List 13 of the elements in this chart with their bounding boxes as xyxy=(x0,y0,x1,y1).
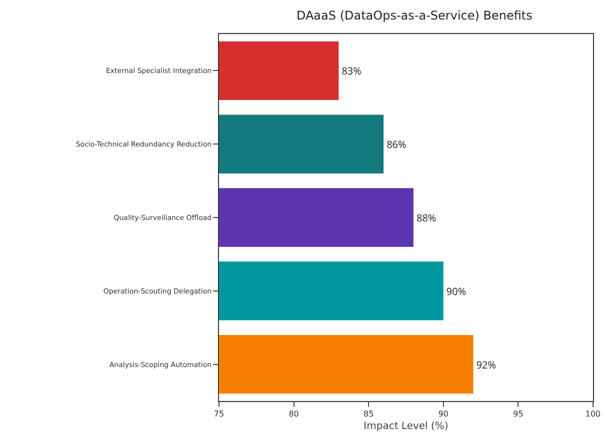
x-tick-label: 100 xyxy=(585,410,601,419)
data-label: 83% xyxy=(342,64,362,78)
x-axis-title: Impact Level (%) xyxy=(364,421,448,432)
x-tick-label: 95 xyxy=(513,410,524,419)
x-tick-label: 80 xyxy=(288,410,299,419)
data-label: 92% xyxy=(476,357,496,372)
x-tick-label: 85 xyxy=(364,410,374,419)
chart-title: DAaaS (DataOps-as-a-Service) Benefits xyxy=(296,8,532,22)
data-label: 86% xyxy=(386,137,406,152)
x-tick-label: 90 xyxy=(438,410,448,419)
data-label: 88% xyxy=(416,210,436,224)
data-label: 90% xyxy=(446,284,466,298)
x-tick-label: 75 xyxy=(214,410,224,419)
